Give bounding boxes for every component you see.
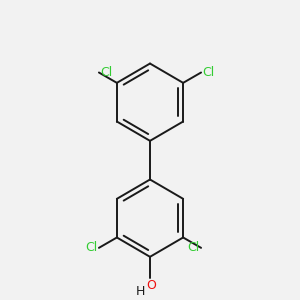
Text: Cl: Cl — [202, 66, 215, 79]
Text: H: H — [136, 285, 145, 298]
Text: Cl: Cl — [85, 241, 98, 254]
Text: Cl: Cl — [100, 66, 112, 79]
Text: O: O — [146, 279, 156, 292]
Text: Cl: Cl — [188, 241, 200, 254]
